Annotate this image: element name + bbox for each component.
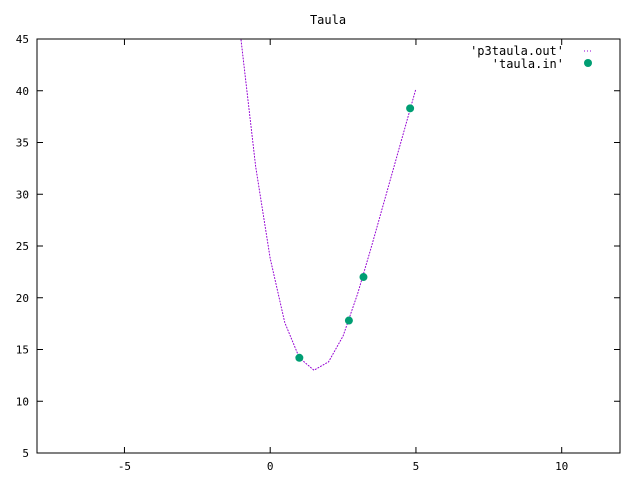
chart-title: Taula <box>310 13 346 27</box>
data-point-taula-in <box>344 316 353 325</box>
series-layer <box>240 39 417 371</box>
x-axis-ticks: -5 0 5 10 <box>118 39 568 473</box>
y-tick-label: 15 <box>16 344 29 357</box>
legend-marker-taula-in <box>584 59 592 67</box>
y-tick-label: 25 <box>16 240 29 253</box>
data-point-taula-in <box>295 353 304 362</box>
legend-label-taula-in: 'taula.in' <box>492 57 564 71</box>
legend: 'p3taula.out' 'taula.in' <box>470 44 592 71</box>
y-tick-label: 45 <box>16 33 29 46</box>
y-tick-label: 30 <box>16 188 29 201</box>
y-tick-label: 40 <box>16 85 29 98</box>
y-tick-label: 5 <box>22 447 29 460</box>
legend-label-p3taula: 'p3taula.out' <box>470 44 564 58</box>
y-tick-label: 10 <box>16 395 29 408</box>
x-tick-label: 10 <box>555 460 568 473</box>
x-tick-label: 5 <box>413 460 420 473</box>
plot-frame <box>36 38 621 454</box>
y-axis-ticks: 5 10 15 20 25 30 35 40 45 <box>16 33 620 460</box>
x-tick-label: 0 <box>267 460 274 473</box>
data-point-taula-in <box>406 104 415 113</box>
series-line-p3taula <box>240 39 417 371</box>
y-tick-label: 20 <box>16 292 29 305</box>
y-tick-label: 35 <box>16 137 29 150</box>
data-point-taula-in <box>359 273 368 282</box>
x-tick-label: -5 <box>118 460 131 473</box>
